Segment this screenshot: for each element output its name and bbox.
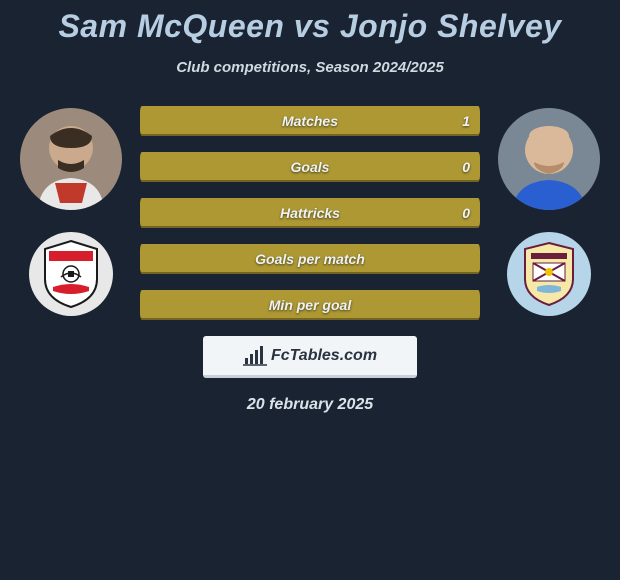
site-logo-text: FcTables.com bbox=[271, 347, 377, 365]
player-avatar-icon bbox=[498, 108, 600, 210]
stat-label: Goals bbox=[140, 152, 480, 182]
left-club-crest bbox=[29, 232, 113, 316]
page-title: Sam McQueen vs Jonjo Shelvey bbox=[0, 8, 620, 45]
stat-value-right: 0 bbox=[462, 152, 470, 182]
bar-chart-icon bbox=[243, 346, 267, 366]
burnley-crest-icon bbox=[521, 241, 577, 307]
southampton-crest-icon bbox=[41, 239, 101, 309]
stat-row-min-per-goal: Min per goal bbox=[140, 290, 480, 320]
date-label: 20 february 2025 bbox=[0, 396, 620, 414]
stat-label: Min per goal bbox=[140, 290, 480, 320]
stat-value-right: 1 bbox=[462, 106, 470, 136]
site-logo-box[interactable]: FcTables.com bbox=[203, 336, 417, 378]
right-column bbox=[498, 106, 600, 316]
stat-label: Hattricks bbox=[140, 198, 480, 228]
stat-label: Matches bbox=[140, 106, 480, 136]
subtitle: Club competitions, Season 2024/2025 bbox=[0, 59, 620, 76]
right-club-crest bbox=[507, 232, 591, 316]
stat-row-matches: Matches 1 bbox=[140, 106, 480, 136]
stat-row-goals-per-match: Goals per match bbox=[140, 244, 480, 274]
stat-row-hattricks: Hattricks 0 bbox=[140, 198, 480, 228]
main-row: Matches 1 Goals 0 Hattricks 0 Goals per … bbox=[0, 106, 620, 320]
stat-label: Goals per match bbox=[140, 244, 480, 274]
stat-value-right: 0 bbox=[462, 198, 470, 228]
left-player-avatar bbox=[20, 108, 122, 210]
right-player-avatar bbox=[498, 108, 600, 210]
stats-column: Matches 1 Goals 0 Hattricks 0 Goals per … bbox=[140, 106, 480, 320]
comparison-card: Sam McQueen vs Jonjo Shelvey Club compet… bbox=[0, 0, 620, 414]
player-avatar-icon bbox=[20, 108, 122, 210]
stat-row-goals: Goals 0 bbox=[140, 152, 480, 182]
left-column bbox=[20, 106, 122, 316]
